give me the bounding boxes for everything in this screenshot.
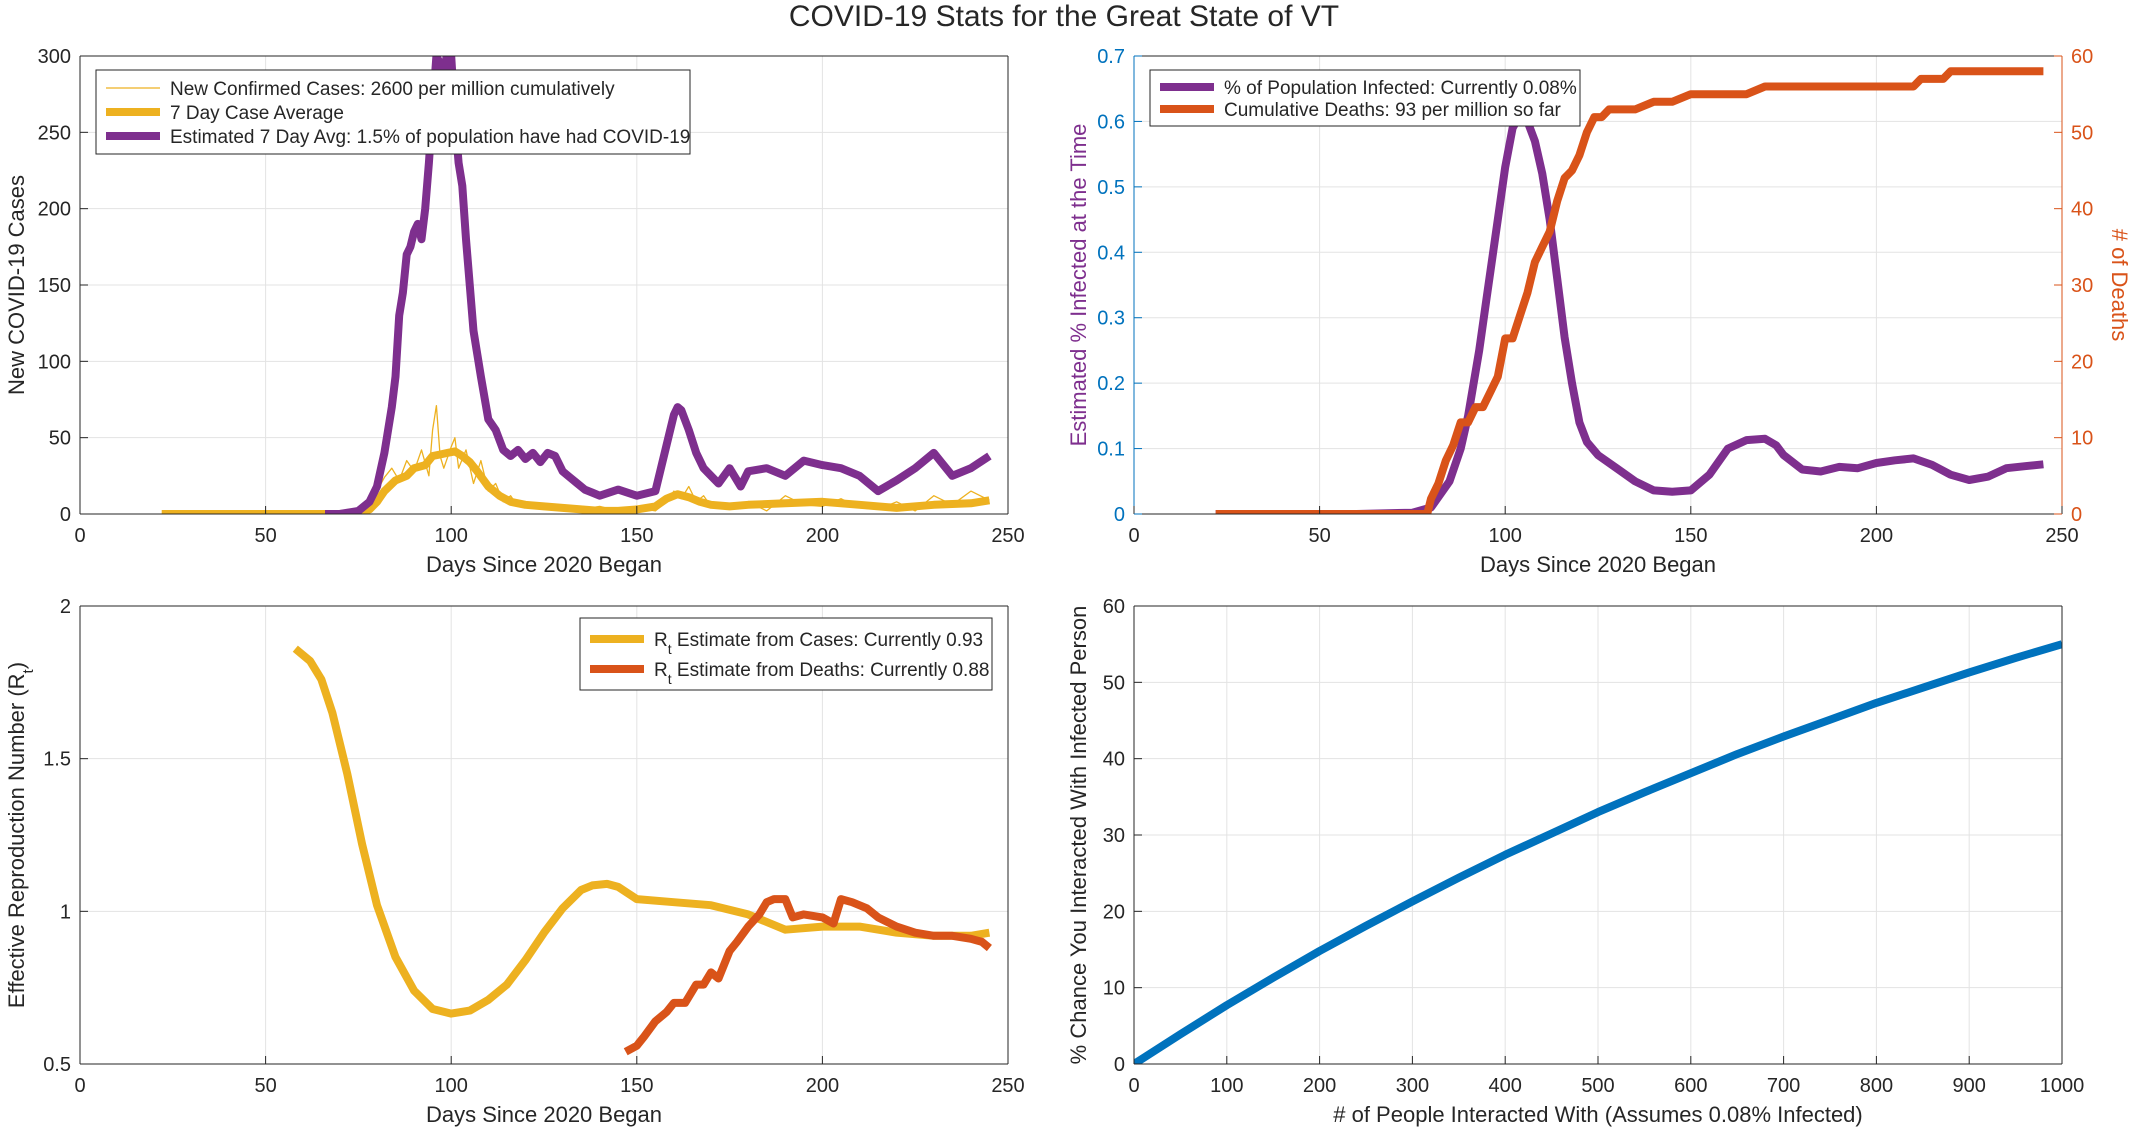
x-tick-label: 0 — [1128, 1075, 1139, 1097]
legend-entry: Rt Estimate from Deaths: Currently 0.88 — [654, 660, 989, 687]
x-tick-label: 200 — [1860, 525, 1893, 547]
series-line-2 — [1215, 67, 2044, 514]
y-tick-label: 2 — [60, 596, 71, 618]
y-tick-label: 20 — [1103, 901, 1125, 923]
y-axis-label: Effective Reproduction Number (Rt) — [4, 662, 37, 1008]
x-tick-label: 100 — [435, 1075, 468, 1097]
x-tick-label: 900 — [1953, 1075, 1986, 1097]
x-tick-label: 700 — [1767, 1075, 1800, 1097]
y-tick-label: 200 — [38, 199, 71, 221]
y-tick-label: 100 — [38, 351, 71, 373]
y-tick-label: 0.6 — [1097, 111, 1125, 133]
x-tick-label: 250 — [2045, 525, 2078, 547]
y-tick-label: 1 — [60, 901, 71, 923]
y-tick-label: 50 — [49, 428, 71, 450]
x-tick-label: 100 — [435, 525, 468, 547]
legend-entry: Cumulative Deaths: 93 per million so far — [1224, 100, 1562, 121]
legend-box — [1149, 69, 1581, 127]
y-tick-label: 150 — [38, 275, 71, 297]
subplot-2: 0 50 100 150 200 25000.10.20.30.40.50.60.7010… — [1066, 46, 2129, 577]
y-tick-label-right: 0 — [2071, 504, 2082, 526]
legend-box — [579, 617, 993, 691]
x-tick-label: 50 — [1308, 525, 1330, 547]
y-axis-label: Estimated % Infected at the Time — [1066, 124, 1091, 447]
series-line-1 — [1134, 640, 2062, 1064]
y-tick-label: 40 — [1103, 749, 1125, 771]
legend-box — [95, 69, 691, 155]
y-tick-label-right: 50 — [2071, 122, 2093, 144]
y-tick-label: 30 — [1103, 825, 1125, 847]
x-axis-label: Days Since 2020 Began — [426, 1102, 662, 1127]
series-line-1 — [292, 645, 991, 1018]
x-axis-label: # of People Interacted With (Assumes 0.0… — [1333, 1102, 1863, 1127]
y-tick-label: 250 — [38, 122, 71, 144]
x-tick-label: 250 — [991, 1075, 1024, 1097]
x-tick-label: 0 — [74, 525, 85, 547]
x-tick-label: 200 — [806, 1075, 839, 1097]
x-tick-label: 0 — [1128, 525, 1139, 547]
series-line-2 — [623, 895, 992, 1056]
x-tick-label: 150 — [620, 525, 653, 547]
subplot-1: 0 50 100 150 200 250 0 50 100 150 200 250 300 Days Si… — [4, 46, 1025, 577]
x-tick-label: 600 — [1674, 1075, 1707, 1097]
x-tick-label: 400 — [1489, 1075, 1522, 1097]
y-tick-label: 0.1 — [1097, 439, 1125, 461]
y-tick-label-right: 10 — [2071, 428, 2093, 450]
figure-title: COVID-19 Stats for the Great State of VT — [789, 0, 1339, 33]
y-tick-label: 0 — [60, 504, 71, 526]
x-tick-label: 100 — [1210, 1075, 1243, 1097]
x-axis-label: Days Since 2020 Began — [426, 552, 662, 577]
x-tick-label: 100 — [1489, 525, 1522, 547]
subplot-3: 0 50 100 150 200 250 0.5 1 1.5 2 Days Since 2020 B… — [4, 596, 1025, 1127]
x-axis-label: Days Since 2020 Began — [1480, 552, 1716, 577]
x-tick-label: 300 — [1396, 1075, 1429, 1097]
y-tick-label-right: 40 — [2071, 199, 2093, 221]
legend-entry: Rt Estimate from Cases: Currently 0.93 — [654, 630, 983, 657]
y-tick-label: 0.5 — [43, 1054, 71, 1076]
x-tick-label: 1000 — [2040, 1075, 2085, 1097]
legend-entry: New Confirmed Cases: 2600 per million cu… — [170, 79, 615, 100]
x-tick-label: 50 — [254, 525, 276, 547]
x-tick-label: 200 — [1303, 1075, 1336, 1097]
y-tick-label: 10 — [1103, 978, 1125, 1000]
legend: New Confirmed Cases: 2600 per million cu… — [95, 69, 691, 155]
y-tick-label: 300 — [38, 46, 71, 68]
legend-entry: 7 Day Case Average — [170, 103, 344, 124]
x-tick-label: 50 — [254, 1075, 276, 1097]
y-tick-label: 0.3 — [1097, 308, 1125, 330]
y-tick-label-right: 60 — [2071, 46, 2093, 68]
y-tick-label-right: 20 — [2071, 351, 2093, 373]
y-tick-label: 0 — [1114, 1054, 1125, 1076]
y-tick-label: 0.5 — [1097, 177, 1125, 199]
y-tick-label-right: 30 — [2071, 275, 2093, 297]
legend: Rt Estimate from Cases: Currently 0.93 Rt… — [579, 617, 993, 691]
x-tick-label: 800 — [1860, 1075, 1893, 1097]
x-tick-label: 250 — [991, 525, 1024, 547]
y-tick-label: 50 — [1103, 672, 1125, 694]
legend: % of Population Infected: Currently 0.08… — [1149, 69, 1581, 127]
x-tick-label: 500 — [1581, 1075, 1614, 1097]
x-tick-label: 150 — [620, 1075, 653, 1097]
subplot-4: 0 100 200 300 400 500 600 700 800 900 1000 0 10 20 30 4… — [1066, 596, 2084, 1127]
series-line-1 — [1215, 110, 2044, 514]
legend-entry: Estimated 7 Day Avg: 1.5% of population … — [170, 127, 690, 148]
x-tick-label: 200 — [806, 525, 839, 547]
x-tick-label: 150 — [1674, 525, 1707, 547]
series-line-2 — [161, 447, 991, 514]
series-line-3 — [325, 56, 992, 514]
series-line-1 — [161, 404, 990, 514]
y-tick-label: 1.5 — [43, 749, 71, 771]
legend-entry: % of Population Infected: Currently 0.08… — [1224, 78, 1577, 99]
y-axis-label: New COVID-19 Cases — [4, 175, 29, 395]
y-tick-label: 0 — [1114, 504, 1125, 526]
y-tick-label: 60 — [1103, 596, 1125, 618]
y-tick-label: 0.7 — [1097, 46, 1125, 68]
y-axis-label-right: # of Deaths — [2107, 229, 2129, 342]
y-axis-label: % Chance You Interacted With Infected Pe… — [1066, 606, 1091, 1065]
x-tick-label: 0 — [74, 1075, 85, 1097]
y-tick-label: 0.2 — [1097, 373, 1125, 395]
y-tick-label: 0.4 — [1097, 242, 1125, 264]
